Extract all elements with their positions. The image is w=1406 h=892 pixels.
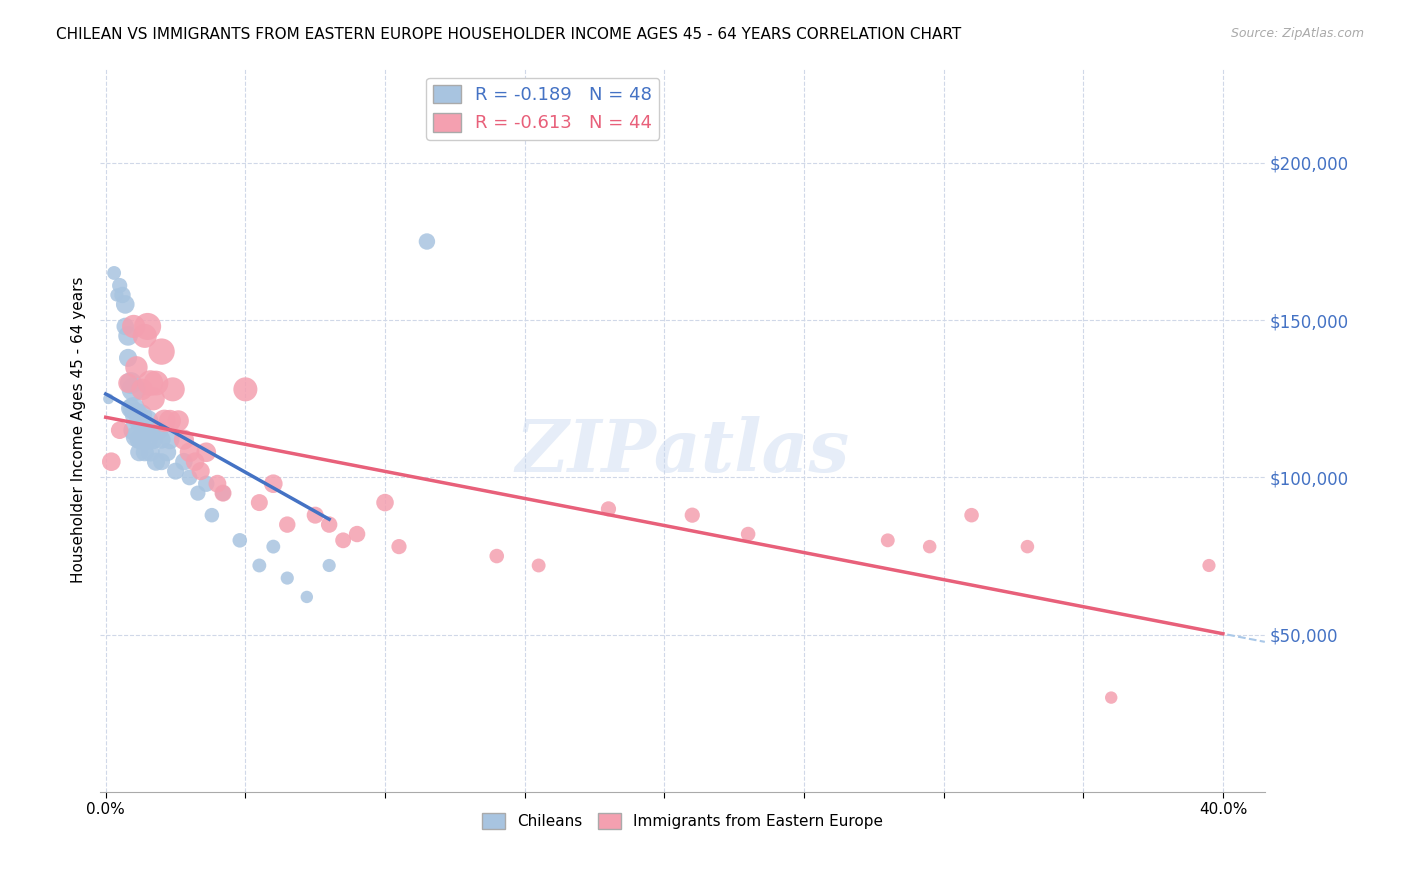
Point bbox=[114, 319, 136, 334]
Point bbox=[681, 508, 703, 523]
Point bbox=[207, 476, 229, 491]
Point bbox=[173, 455, 195, 469]
Point bbox=[122, 382, 145, 396]
Point bbox=[136, 433, 159, 447]
Point bbox=[142, 392, 165, 406]
Point bbox=[97, 392, 120, 406]
Point bbox=[179, 445, 201, 459]
Text: Source: ZipAtlas.com: Source: ZipAtlas.com bbox=[1230, 27, 1364, 40]
Point bbox=[212, 486, 235, 500]
Point bbox=[416, 235, 439, 249]
Point bbox=[128, 445, 150, 459]
Point bbox=[139, 445, 162, 459]
Point bbox=[117, 329, 139, 343]
Point bbox=[117, 351, 139, 365]
Point bbox=[190, 464, 212, 478]
Point bbox=[247, 558, 270, 573]
Point bbox=[120, 401, 142, 416]
Point bbox=[108, 423, 131, 437]
Point bbox=[1198, 558, 1220, 573]
Point bbox=[179, 470, 201, 484]
Point bbox=[1017, 540, 1039, 554]
Point bbox=[960, 508, 983, 523]
Point bbox=[105, 288, 128, 302]
Point bbox=[128, 433, 150, 447]
Point bbox=[156, 445, 179, 459]
Point bbox=[125, 408, 148, 422]
Point bbox=[173, 433, 195, 447]
Point bbox=[167, 414, 190, 428]
Point bbox=[122, 423, 145, 437]
Point bbox=[262, 476, 284, 491]
Text: CHILEAN VS IMMIGRANTS FROM EASTERN EUROPE HOUSEHOLDER INCOME AGES 45 - 64 YEARS : CHILEAN VS IMMIGRANTS FROM EASTERN EUROP… bbox=[56, 27, 962, 42]
Point bbox=[276, 517, 298, 532]
Point bbox=[485, 549, 508, 563]
Point bbox=[598, 501, 620, 516]
Point bbox=[148, 423, 170, 437]
Point bbox=[159, 433, 181, 447]
Point bbox=[1099, 690, 1122, 705]
Point bbox=[103, 266, 125, 280]
Point bbox=[527, 558, 550, 573]
Point bbox=[111, 288, 134, 302]
Point bbox=[136, 319, 159, 334]
Point bbox=[153, 414, 176, 428]
Point bbox=[128, 414, 150, 428]
Point bbox=[235, 382, 257, 396]
Point bbox=[201, 508, 224, 523]
Point bbox=[295, 590, 318, 604]
Point bbox=[212, 486, 235, 500]
Point bbox=[184, 455, 207, 469]
Point bbox=[304, 508, 326, 523]
Point bbox=[108, 278, 131, 293]
Point bbox=[165, 464, 187, 478]
Point bbox=[134, 329, 156, 343]
Point bbox=[346, 527, 368, 541]
Point bbox=[150, 455, 173, 469]
Legend: Chileans, Immigrants from Eastern Europe: Chileans, Immigrants from Eastern Europe bbox=[477, 806, 889, 835]
Point bbox=[247, 495, 270, 509]
Point bbox=[374, 495, 396, 509]
Point bbox=[150, 433, 173, 447]
Point bbox=[131, 408, 153, 422]
Point bbox=[125, 360, 148, 375]
Point bbox=[114, 297, 136, 311]
Point bbox=[276, 571, 298, 585]
Point bbox=[134, 445, 156, 459]
Text: ZIPatlas: ZIPatlas bbox=[516, 417, 849, 487]
Y-axis label: Householder Income Ages 45 - 64 years: Householder Income Ages 45 - 64 years bbox=[72, 277, 86, 583]
Point bbox=[131, 433, 153, 447]
Point bbox=[187, 486, 209, 500]
Point bbox=[162, 382, 184, 396]
Point bbox=[100, 455, 122, 469]
Point bbox=[122, 319, 145, 334]
Point bbox=[737, 527, 759, 541]
Point bbox=[134, 423, 156, 437]
Point bbox=[262, 540, 284, 554]
Point bbox=[139, 423, 162, 437]
Point bbox=[125, 429, 148, 443]
Point bbox=[120, 376, 142, 390]
Point bbox=[159, 414, 181, 428]
Point bbox=[318, 558, 340, 573]
Point bbox=[139, 376, 162, 390]
Point bbox=[332, 533, 354, 548]
Point bbox=[145, 455, 167, 469]
Point bbox=[918, 540, 941, 554]
Point bbox=[876, 533, 898, 548]
Point bbox=[142, 433, 165, 447]
Point bbox=[195, 445, 218, 459]
Point bbox=[150, 344, 173, 359]
Point bbox=[131, 382, 153, 396]
Point bbox=[229, 533, 252, 548]
Point bbox=[117, 376, 139, 390]
Point bbox=[388, 540, 411, 554]
Point bbox=[318, 517, 340, 532]
Point bbox=[195, 476, 218, 491]
Point bbox=[136, 414, 159, 428]
Point bbox=[122, 401, 145, 416]
Point bbox=[145, 376, 167, 390]
